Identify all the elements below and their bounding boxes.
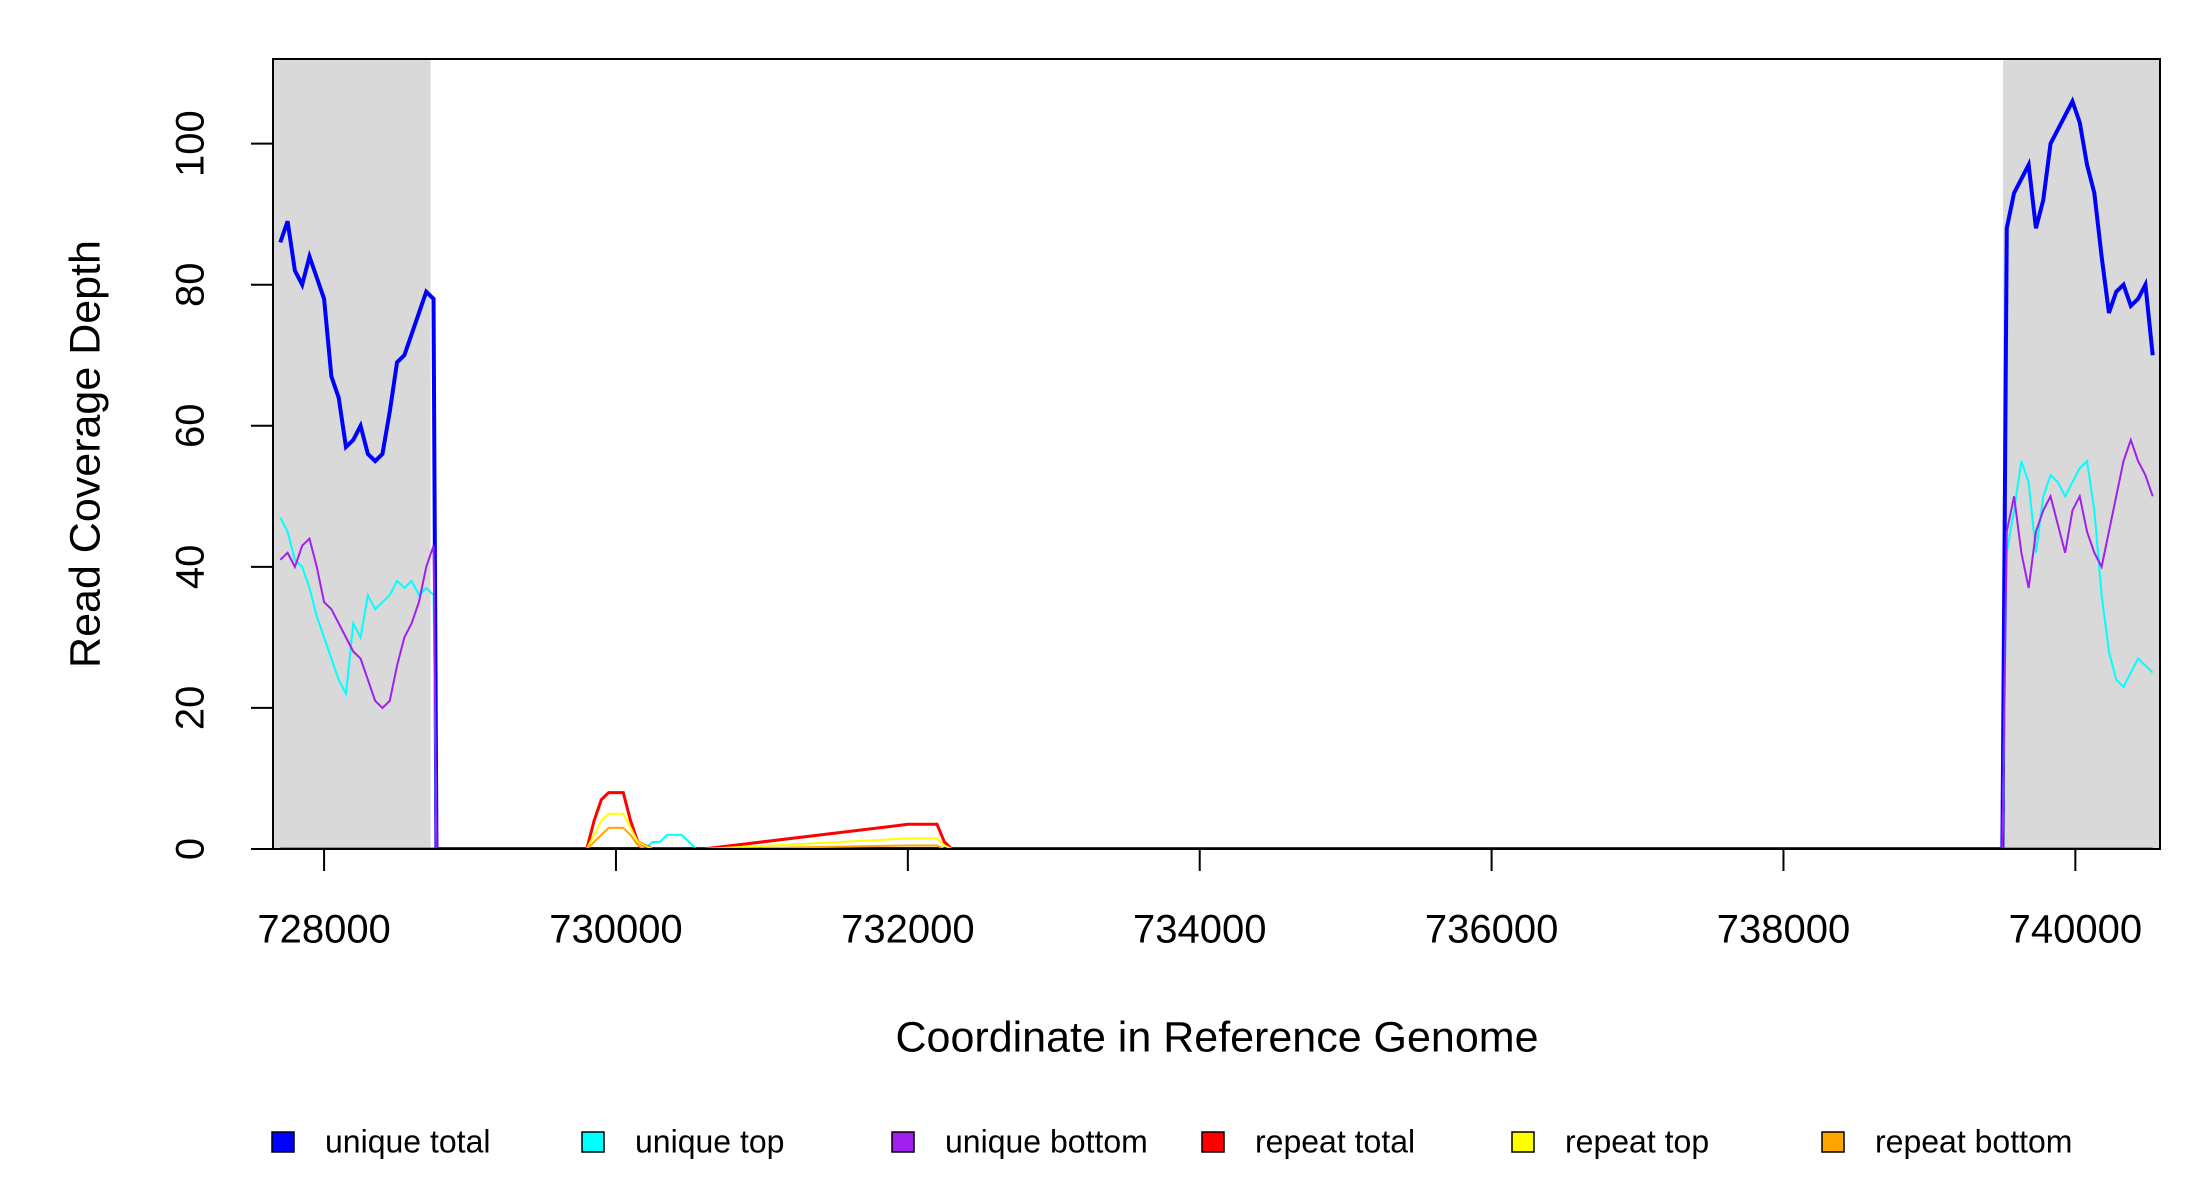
y-tick-label: 80: [169, 262, 213, 307]
legend-swatch: [1821, 1131, 1845, 1153]
legend-label: unique bottom: [945, 1123, 1148, 1159]
x-tick-label: 738000: [1717, 908, 1850, 952]
x-tick-label: 730000: [549, 908, 682, 952]
legend-swatch: [271, 1131, 295, 1153]
legend-label: repeat top: [1565, 1123, 1709, 1159]
x-tick-label: 734000: [1133, 908, 1266, 952]
legend-label: unique top: [635, 1123, 784, 1159]
legend-label: repeat total: [1255, 1123, 1415, 1159]
axes: 728000 730000 732000 734000 736000 738000 7400…: [169, 58, 2161, 1159]
highlight-region: [2003, 59, 2160, 849]
x-tick-label: 740000: [2009, 908, 2142, 952]
y-axis-title: Read Coverage Depth: [61, 240, 109, 668]
legend-swatch: [1201, 1131, 1225, 1153]
legend-swatch: [891, 1131, 915, 1153]
legend-swatch: [1511, 1131, 1535, 1153]
series-line: [279, 458, 2154, 849]
x-tick-label: 728000: [257, 908, 390, 952]
x-tick-label: 732000: [841, 908, 974, 952]
y-tick-label: 60: [169, 404, 213, 449]
series-line: [280, 826, 2153, 849]
plot-lines: [278, 96, 2155, 849]
series-line: [278, 96, 2155, 849]
x-axis-title: Coordinate in Reference Genome: [896, 1013, 1539, 1061]
x-tick-label: 736000: [1425, 908, 1558, 952]
series-line: [280, 812, 2153, 849]
y-tick-label: 100: [169, 110, 213, 177]
series-line: [279, 436, 2154, 849]
series-line: [280, 791, 2153, 849]
y-tick-label: 0: [169, 838, 213, 860]
legend-label: repeat bottom: [1875, 1123, 2072, 1159]
legend-swatch: [581, 1131, 605, 1153]
legend-label: unique total: [325, 1123, 490, 1159]
y-tick-label: 20: [169, 686, 213, 731]
plot-background: [273, 59, 2160, 849]
y-tick-label: 40: [169, 545, 213, 590]
plot-frame: [272, 58, 2161, 850]
highlight-region: [273, 59, 431, 849]
